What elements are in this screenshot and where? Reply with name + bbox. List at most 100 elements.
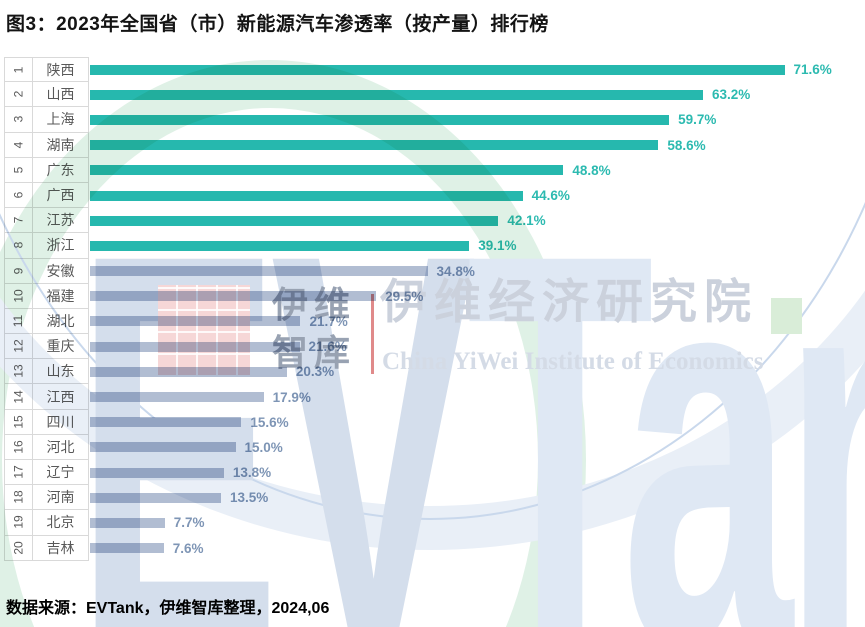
bar-track: 39.1% — [89, 233, 860, 258]
table-row: 13 山东 20.3% — [4, 359, 860, 385]
province-label: 河北 — [46, 438, 75, 455]
province-label: 上海 — [46, 111, 75, 128]
rank-label: 3 — [11, 116, 26, 123]
province-cell: 广西 — [32, 182, 89, 209]
province-cell: 吉林 — [32, 535, 89, 561]
rank-label: 13 — [11, 364, 26, 379]
bar-track: 63.2% — [89, 82, 860, 107]
value-label: 34.8% — [436, 263, 475, 279]
value-bar — [90, 64, 785, 75]
province-label: 江西 — [46, 388, 75, 405]
province-cell: 河南 — [32, 485, 89, 511]
bar-track: 44.6% — [89, 183, 860, 208]
province-label: 山西 — [46, 86, 75, 103]
province-cell: 江苏 — [32, 208, 89, 234]
rank-cell: 18 — [4, 485, 32, 511]
rank-label: 9 — [11, 267, 26, 274]
value-bar — [90, 114, 670, 125]
bar-track: 15.6% — [89, 410, 860, 435]
rank-cell: 13 — [4, 359, 32, 385]
rank-cell: 9 — [4, 258, 32, 284]
value-bar — [90, 291, 377, 302]
table-row: 19 北京 7.7% — [4, 510, 860, 536]
province-cell: 福建 — [32, 283, 89, 309]
value-bar — [90, 417, 242, 428]
province-label: 四川 — [46, 413, 75, 430]
value-label: 58.6% — [667, 137, 706, 153]
figure-title: 图3：2023年全国省（市）新能源汽车渗透率（按产量）排行榜 — [6, 14, 549, 35]
value-label: 44.6% — [531, 188, 570, 204]
rank-label: 4 — [11, 141, 26, 148]
rank-cell: 20 — [4, 535, 32, 561]
bar-track: 34.8% — [89, 259, 860, 284]
bar-track: 13.5% — [89, 485, 860, 510]
province-cell: 江西 — [32, 384, 89, 410]
table-row: 12 重庆 21.6% — [4, 334, 860, 360]
value-bar — [90, 366, 287, 377]
rank-cell: 2 — [4, 82, 32, 108]
value-bar — [90, 467, 224, 478]
province-label: 陕西 — [46, 61, 75, 78]
value-label: 15.0% — [244, 439, 283, 455]
rank-cell: 6 — [4, 182, 32, 209]
value-bar — [90, 140, 659, 151]
value-label: 59.7% — [678, 112, 717, 128]
table-row: 11 湖北 21.7% — [4, 308, 860, 335]
province-label: 安徽 — [46, 262, 75, 279]
rank-cell: 19 — [4, 510, 32, 536]
province-cell: 重庆 — [32, 334, 89, 360]
rank-cell: 5 — [4, 157, 32, 183]
rank-cell: 8 — [4, 233, 32, 259]
province-label: 广东 — [46, 161, 75, 178]
province-cell: 山西 — [32, 82, 89, 108]
value-label: 13.8% — [232, 465, 272, 481]
province-label: 浙江 — [46, 237, 75, 254]
rank-label: 18 — [11, 490, 26, 504]
value-bar — [90, 316, 301, 327]
province-cell: 湖北 — [32, 308, 89, 335]
province-label: 山东 — [46, 363, 75, 380]
rank-label: 8 — [11, 242, 26, 249]
rank-cell: 7 — [4, 208, 32, 234]
value-label: 7.6% — [172, 540, 204, 556]
table-row: 8 浙江 39.1% — [4, 233, 860, 259]
province-label: 湖北 — [46, 312, 75, 329]
province-cell: 四川 — [32, 409, 89, 435]
province-cell: 上海 — [32, 107, 89, 133]
bar-track: 42.1% — [89, 208, 860, 233]
table-row: 15 四川 15.6% — [4, 409, 860, 435]
value-label: 63.2% — [712, 87, 751, 103]
bar-track: 17.9% — [89, 384, 860, 409]
province-label: 重庆 — [46, 338, 75, 355]
value-bar — [90, 543, 164, 554]
value-label: 42.1% — [507, 213, 546, 229]
table-row: 6 广西 44.6% — [4, 182, 860, 209]
rank-cell: 12 — [4, 334, 32, 360]
province-cell: 广东 — [32, 157, 89, 183]
value-bar — [90, 392, 264, 403]
rank-label: 15 — [11, 415, 26, 429]
province-cell: 安徽 — [32, 258, 89, 284]
province-cell: 山东 — [32, 359, 89, 385]
table-row: 2 山西 63.2% — [4, 82, 860, 108]
rank-label: 5 — [11, 166, 26, 174]
table-row: 5 广东 48.8% — [4, 157, 860, 183]
rank-label: 16 — [11, 440, 26, 454]
rank-cell: 16 — [4, 434, 32, 460]
value-bar — [90, 492, 221, 503]
bar-track: 59.7% — [89, 107, 860, 132]
rank-cell: 17 — [4, 460, 32, 486]
value-bar — [90, 165, 564, 176]
bar-track: 21.6% — [89, 334, 860, 359]
value-bar — [90, 517, 165, 528]
province-cell: 北京 — [32, 510, 89, 536]
rank-cell: 14 — [4, 384, 32, 410]
value-bar — [90, 190, 523, 201]
value-label: 13.5% — [229, 490, 269, 506]
rank-label: 20 — [11, 540, 26, 555]
table-row: 18 河南 13.5% — [4, 485, 860, 511]
bar-track: 48.8% — [89, 158, 860, 183]
table-row: 9 安徽 34.8% — [4, 258, 860, 284]
province-label: 吉林 — [46, 539, 75, 556]
table-row: 3 上海 59.7% — [4, 107, 860, 133]
